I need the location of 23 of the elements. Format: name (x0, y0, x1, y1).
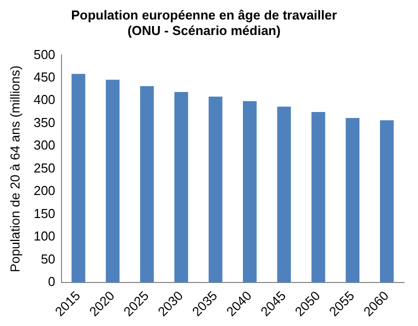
bar (277, 106, 291, 283)
bar (346, 118, 360, 283)
y-tick-label: 50 (40, 251, 56, 266)
bar (174, 92, 188, 283)
y-tick-label: 100 (34, 228, 56, 244)
bar (106, 80, 120, 283)
bar (242, 101, 257, 283)
y-tick-label: 0 (48, 274, 56, 290)
bar (311, 112, 326, 283)
y-tick-label: 150 (34, 206, 56, 221)
y-axis-title: Population de 20 à 64 ans (millions) (7, 66, 22, 272)
y-tick-label: 300 (34, 138, 56, 153)
chart-title: Population européenne en âge de travailler (ONU - Scénario médian) (71, 7, 337, 38)
bar (72, 74, 86, 283)
y-tick-label: 350 (34, 114, 56, 130)
y-tick-label: 200 (34, 183, 56, 198)
y-tick-label: 250 (34, 160, 56, 176)
y-tick-label: 400 (34, 92, 56, 108)
y-tick-label: 500 (34, 46, 56, 62)
bar (380, 120, 394, 283)
y-tick-label: 450 (34, 70, 56, 85)
bar (140, 86, 154, 283)
bar (208, 96, 222, 283)
